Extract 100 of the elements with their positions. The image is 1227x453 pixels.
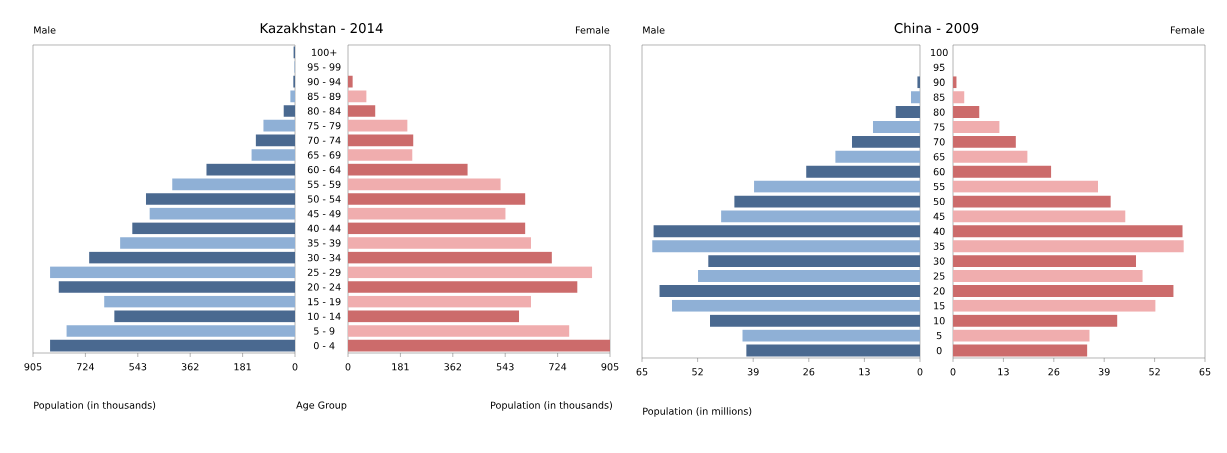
y-tick-label: 95 - 99 xyxy=(307,63,341,71)
bar xyxy=(659,284,920,297)
bar xyxy=(721,210,920,223)
x-tick-label: 0 xyxy=(345,363,351,371)
bar xyxy=(263,119,296,132)
bar xyxy=(348,339,611,352)
x-tick-label: 181 xyxy=(392,363,409,371)
bar xyxy=(132,222,296,235)
bar xyxy=(348,105,376,117)
y-tick-label: 90 xyxy=(933,78,945,86)
bar xyxy=(953,255,1136,268)
bar xyxy=(348,119,408,132)
bar xyxy=(698,270,920,282)
y-tick-label: 45 xyxy=(933,212,945,220)
bar xyxy=(290,90,296,103)
bar xyxy=(145,193,296,205)
x-axis-title: Population (in millions) xyxy=(643,407,752,417)
bar xyxy=(953,210,1126,223)
bar xyxy=(348,193,526,205)
y-tick-label: 45 - 49 xyxy=(307,210,341,218)
x-tick-label: 65 xyxy=(636,368,648,376)
x-tick-label: 39 xyxy=(1098,368,1110,376)
bar xyxy=(895,106,920,119)
x-axis-title: Population (in thousands) xyxy=(491,401,612,411)
text: Male xyxy=(643,26,665,34)
y-tick-label: 65 xyxy=(933,153,945,161)
bar xyxy=(348,134,414,147)
x-tick-label: 52 xyxy=(1149,368,1160,376)
x-tick-label: 65 xyxy=(1199,368,1211,376)
y-tick-label: 90 - 94 xyxy=(307,78,341,86)
x-tick-label: 26 xyxy=(1048,368,1060,376)
bar xyxy=(653,225,920,238)
bar xyxy=(652,240,920,253)
bar xyxy=(953,329,1090,342)
bar xyxy=(710,314,920,327)
x-tick-label: 0 xyxy=(950,368,956,376)
y-tick-label: 60 xyxy=(933,168,945,176)
bar xyxy=(206,163,296,176)
bar xyxy=(348,90,367,103)
bar xyxy=(348,222,526,235)
y-tick-label: 10 xyxy=(934,317,945,325)
text: Female xyxy=(575,26,610,34)
bar xyxy=(104,295,296,308)
x-axis-title: Population (in thousands) xyxy=(34,401,156,411)
bar xyxy=(953,91,965,104)
y-tick-label: 40 - 44 xyxy=(307,224,341,232)
bar xyxy=(872,121,920,133)
bar xyxy=(953,180,1099,193)
bar xyxy=(348,325,570,337)
y-tick-label: 25 xyxy=(933,272,945,280)
y-tick-label: 20 xyxy=(933,287,945,295)
bar xyxy=(283,105,296,117)
bar xyxy=(953,135,1016,148)
bar xyxy=(806,165,920,178)
bar xyxy=(348,237,531,249)
x-tick-label: 181 xyxy=(234,363,251,371)
bar xyxy=(251,149,296,161)
bar xyxy=(348,251,552,264)
bar xyxy=(953,106,980,119)
bar xyxy=(953,121,1000,133)
text: Male xyxy=(34,26,56,34)
y-tick-label: 55 - 59 xyxy=(307,180,341,188)
y-tick-label: 20 - 24 xyxy=(307,283,341,291)
x-tick-label: 0 xyxy=(917,368,923,376)
y-tick-label: 75 - 79 xyxy=(307,122,341,130)
bar xyxy=(953,344,1088,357)
bar xyxy=(114,310,296,323)
bar xyxy=(255,134,296,147)
y-tick-label: 40 xyxy=(933,227,945,235)
bar xyxy=(172,178,296,191)
bar xyxy=(746,344,920,357)
bar xyxy=(742,329,920,342)
y-tick-label: 85 - 89 xyxy=(307,92,341,100)
bar xyxy=(953,195,1111,208)
y-tick-label: 70 - 74 xyxy=(307,136,341,144)
y-tick-label: 35 xyxy=(933,242,945,250)
bar xyxy=(734,195,920,208)
y-tick-label: 60 - 64 xyxy=(307,166,341,174)
y-tick-label: 75 xyxy=(933,123,945,131)
bar xyxy=(348,207,506,220)
bar xyxy=(953,299,1156,312)
y-tick-label: 15 xyxy=(934,302,945,310)
bar xyxy=(50,266,296,279)
x-tick-label: 543 xyxy=(496,363,514,371)
y-tick-label: 30 - 34 xyxy=(307,254,341,262)
bar xyxy=(852,135,920,148)
bar xyxy=(89,251,296,264)
x-tick-label: 905 xyxy=(601,363,619,371)
x-tick-label: 52 xyxy=(692,368,703,376)
x-tick-label: 362 xyxy=(181,363,199,371)
y-tick-label: 80 xyxy=(933,108,945,116)
bar xyxy=(953,284,1174,297)
y-tick-label: 65 - 69 xyxy=(307,151,341,159)
bar xyxy=(671,299,920,312)
text: Kazakhstan - 2014 xyxy=(260,22,383,34)
y-tick-label: 55 xyxy=(933,183,945,191)
bar xyxy=(348,163,468,176)
y-tick-label: 35 - 39 xyxy=(307,239,341,247)
bar xyxy=(708,255,920,268)
y-tick-label: 0 - 4 xyxy=(313,342,335,350)
